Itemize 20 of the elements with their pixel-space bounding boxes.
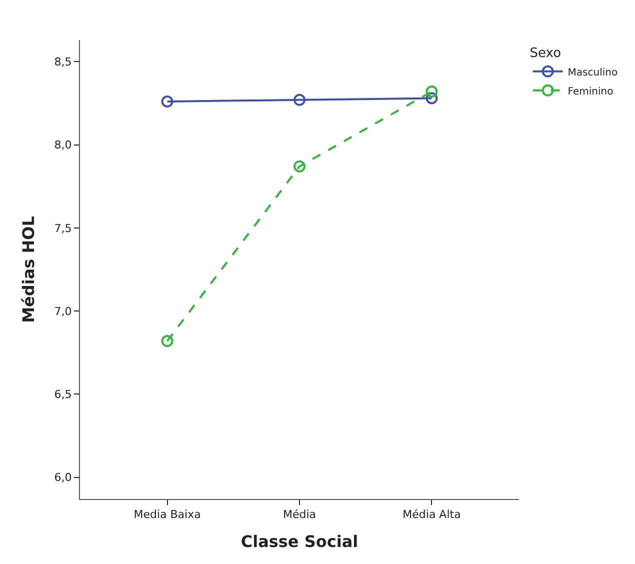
y-tick-label: 8,0 [54,138,72,152]
point [426,92,438,104]
x-tick-label: Média [282,508,316,522]
point [294,94,306,106]
y-tick-label: 6,0 [54,471,72,484]
legend-label: Feminino [568,86,614,98]
y-tick-label: 6,5 [54,388,72,402]
point [161,335,174,348]
y-tick-label: 7,0 [54,304,72,318]
x-axis-title: Classe Social [240,532,358,551]
y-tick-label: 8,5 [54,55,72,68]
legend-label: Masculino [568,67,618,78]
x-tick-label: Média Alta [402,508,461,522]
legend-title: Sexo [530,46,562,61]
point [426,86,438,98]
x-tick-label: Media Baixa [134,508,201,522]
point [294,160,306,172]
y-axis-title: Médias HOL [19,216,38,323]
point [161,96,174,108]
y-tick-label: 7,5 [54,222,72,235]
